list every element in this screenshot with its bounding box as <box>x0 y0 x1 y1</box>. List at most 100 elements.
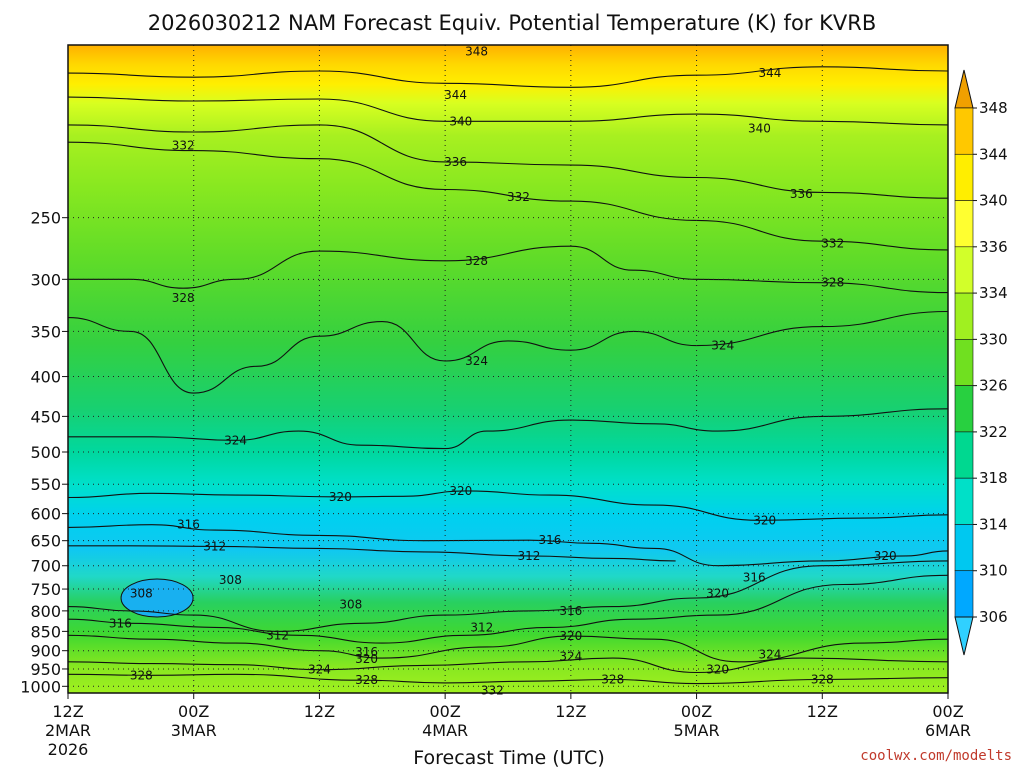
contour-label-28: 312 <box>470 620 493 634</box>
contour-label-38: 324 <box>758 647 781 661</box>
contour-line-332-3 <box>67 141 949 251</box>
contour-label-30: 316 <box>743 571 766 585</box>
contour-label-text: 324 <box>224 433 247 447</box>
contour-label-text: 316 <box>109 616 132 630</box>
contour-label-19: 316 <box>177 518 200 532</box>
chart-title: 2026030212 NAM Forecast Equiv. Potential… <box>148 11 876 35</box>
y-tick-label-250: 250 <box>30 209 61 228</box>
colorbar-bottom-arrow <box>954 616 974 656</box>
x-tick-date-60: 5MAR <box>674 721 720 740</box>
colorbar-top-arrow <box>954 69 974 109</box>
contour-label-text: 320 <box>874 549 897 563</box>
colorbar-band-10 <box>954 570 974 618</box>
contour-label-text: 312 <box>266 628 289 642</box>
contour-label-text: 308 <box>219 573 242 587</box>
colorbar-band-4 <box>954 292 974 340</box>
contour-label-8: 336 <box>790 187 813 201</box>
contour-label-25: 308 <box>339 597 362 611</box>
colorbar-band-6 <box>954 385 974 433</box>
contour-line-324-13 <box>67 657 949 674</box>
y-tick-label-350: 350 <box>30 322 61 341</box>
y-tick-label-600: 600 <box>30 505 61 524</box>
contour-line-320-6 <box>68 408 949 450</box>
contour-label-text: 340 <box>449 114 472 128</box>
x-tick-label-24: 12Z <box>304 702 335 721</box>
contour-label-12: 328 <box>821 276 844 290</box>
colorbar-tick-label-5: 330 <box>979 330 1008 348</box>
colorbar-band-7 <box>954 431 974 479</box>
y-tick-label-800: 800 <box>30 602 61 621</box>
y-tick-label-400: 400 <box>30 368 61 387</box>
contour-label-text: 328 <box>465 254 488 268</box>
contour-label-text: 332 <box>481 683 504 697</box>
contour-label-16: 320 <box>329 490 352 504</box>
contour-line-312-10 <box>67 560 949 632</box>
contour-label-34: 316 <box>355 645 378 659</box>
contour-line-336-2 <box>67 124 949 199</box>
x-axis-label: Forecast Time (UTC) <box>413 747 604 768</box>
contour-label-text: 328 <box>172 291 195 305</box>
contour-label-text: 336 <box>444 155 467 169</box>
contour-label-text: 324 <box>711 339 734 353</box>
credit-text: coolwx.com/modelts <box>860 748 1012 764</box>
colorbar-tick-label-4: 334 <box>979 284 1008 302</box>
y-tick-label-450: 450 <box>30 407 61 426</box>
y-tick-label-850: 850 <box>30 622 61 641</box>
contour-label-text: 316 <box>538 533 561 547</box>
x-tick-label-36: 00Z <box>429 702 460 721</box>
colorbar-tick-label-6: 326 <box>979 377 1008 395</box>
x-tick-label-48: 12Z <box>555 702 586 721</box>
contour-label-text: 320 <box>559 629 582 643</box>
contour-label-35: 320 <box>355 652 378 666</box>
x-tick-date-36: 4MAR <box>422 721 468 740</box>
contour-label-text: 324 <box>559 649 582 663</box>
contour-label-text: 308 <box>339 597 362 611</box>
contour-label-7: 340 <box>748 121 771 135</box>
contour-label-1: 344 <box>444 88 467 102</box>
colorbar-tick-label-11: 306 <box>979 608 1008 626</box>
contour-label-text: 312 <box>470 620 493 634</box>
contour-label-text: 320 <box>706 587 729 601</box>
contour-label-text: 312 <box>517 549 540 563</box>
contour-label-text: 316 <box>355 645 378 659</box>
contour-label-text: 328 <box>355 673 378 687</box>
colorbar-band-8 <box>954 477 974 525</box>
contour-label-17: 320 <box>449 484 472 498</box>
contour-line-320-12 <box>67 634 949 663</box>
contour-label-text: 316 <box>743 571 766 585</box>
contour-label-text: 332 <box>172 139 195 153</box>
x-tick-year-0: 2026 <box>48 740 89 759</box>
contour-label-24: 308 <box>130 587 153 601</box>
colorbar-tick-label-0: 348 <box>979 99 1008 117</box>
contour-label-42: 328 <box>601 672 624 686</box>
cold-core-blob <box>120 578 194 618</box>
x-tick-label-84: 00Z <box>932 702 963 721</box>
y-tick-label-550: 550 <box>30 475 61 494</box>
y-tick-label-500: 500 <box>30 443 61 462</box>
colorbar-band-5 <box>954 339 974 386</box>
contour-label-26: 316 <box>109 616 132 630</box>
x-tick-label-72: 12Z <box>807 702 838 721</box>
colorbar-band-1 <box>954 153 974 201</box>
colorbar-band-3 <box>954 246 974 294</box>
contour-line-316-11 <box>67 574 949 644</box>
contour-label-text: 320 <box>449 484 472 498</box>
x-tick-label-12: 00Z <box>178 702 209 721</box>
contour-label-20: 316 <box>538 533 561 547</box>
contour-label-13: 324 <box>465 354 488 368</box>
x-tick-date-0: 2MAR <box>45 721 91 740</box>
contour-label-4: 332 <box>507 190 530 204</box>
contour-label-31: 320 <box>706 587 729 601</box>
colorbar-tick-label-10: 310 <box>979 562 1008 580</box>
contour-label-text: 332 <box>507 190 530 204</box>
contour-label-10: 328 <box>465 254 488 268</box>
y-tick-label-650: 650 <box>30 532 61 551</box>
contour-label-22: 312 <box>517 549 540 563</box>
contour-label-text: 328 <box>821 276 844 290</box>
y-tick-label-750: 750 <box>30 580 61 599</box>
x-tick-date-84: 6MAR <box>925 721 971 740</box>
colorbar-band-2 <box>954 200 974 248</box>
contour-label-9: 332 <box>821 237 844 251</box>
x-tick-label-60: 00Z <box>681 702 712 721</box>
contour-label-44: 332 <box>481 683 504 697</box>
